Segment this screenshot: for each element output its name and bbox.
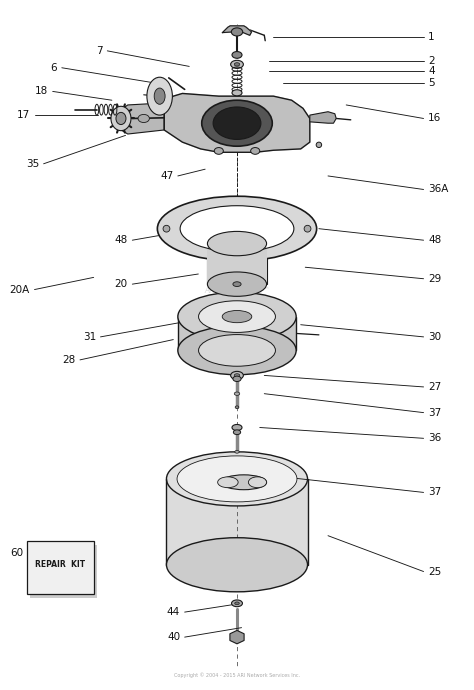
Ellipse shape (234, 63, 240, 66)
Polygon shape (230, 631, 244, 644)
Ellipse shape (251, 148, 260, 155)
Ellipse shape (218, 477, 238, 488)
FancyBboxPatch shape (27, 541, 94, 594)
Text: 37: 37 (428, 408, 441, 417)
Ellipse shape (178, 293, 296, 341)
Ellipse shape (178, 326, 296, 375)
Text: 1: 1 (428, 32, 435, 42)
Text: 25: 25 (428, 566, 441, 577)
Text: REPAIR  KIT: REPAIR KIT (36, 560, 85, 569)
Polygon shape (222, 26, 252, 35)
Ellipse shape (208, 231, 266, 256)
Ellipse shape (304, 226, 311, 232)
Text: 20A: 20A (9, 284, 30, 295)
Ellipse shape (180, 206, 294, 252)
Ellipse shape (231, 371, 243, 380)
Ellipse shape (111, 106, 131, 130)
Ellipse shape (213, 107, 261, 139)
Circle shape (147, 77, 173, 115)
Ellipse shape (138, 115, 149, 123)
Text: 48: 48 (428, 235, 441, 245)
Text: 16: 16 (428, 113, 441, 124)
Text: 31: 31 (82, 332, 96, 342)
Ellipse shape (232, 424, 242, 431)
Text: 36: 36 (428, 433, 441, 443)
Ellipse shape (234, 374, 240, 377)
Text: 47: 47 (160, 171, 173, 181)
Text: 40: 40 (167, 632, 180, 642)
Text: 60: 60 (10, 549, 23, 558)
Ellipse shape (116, 112, 126, 125)
Text: ARI PartStream™: ARI PartStream™ (204, 286, 270, 295)
Ellipse shape (231, 600, 243, 607)
Text: 7: 7 (96, 46, 103, 56)
Polygon shape (310, 112, 336, 124)
Text: 37: 37 (428, 487, 441, 497)
Ellipse shape (214, 148, 223, 155)
Text: 48: 48 (115, 235, 128, 245)
Polygon shape (164, 93, 310, 152)
Text: Copyright © 2004 - 2015 ARI Network Services Inc.: Copyright © 2004 - 2015 ARI Network Serv… (174, 672, 300, 678)
Ellipse shape (202, 100, 272, 146)
Ellipse shape (231, 60, 243, 68)
Ellipse shape (248, 477, 266, 488)
Polygon shape (121, 103, 164, 134)
Ellipse shape (316, 142, 322, 148)
Text: 35: 35 (26, 159, 39, 169)
Ellipse shape (233, 430, 241, 435)
Text: 27: 27 (428, 382, 441, 392)
Ellipse shape (233, 282, 241, 286)
Ellipse shape (235, 406, 239, 408)
Bar (208, 244, 266, 284)
Ellipse shape (231, 28, 243, 36)
Ellipse shape (199, 335, 275, 366)
Text: 20: 20 (115, 279, 128, 289)
Text: 17: 17 (17, 110, 30, 120)
Text: 44: 44 (167, 607, 180, 617)
Text: 28: 28 (62, 355, 75, 365)
Circle shape (154, 88, 165, 104)
Text: 29: 29 (428, 274, 441, 284)
Ellipse shape (177, 456, 297, 502)
Text: 36A: 36A (428, 184, 448, 195)
Text: 18: 18 (35, 86, 48, 97)
Ellipse shape (222, 310, 252, 323)
Bar (29, 545, 97, 598)
Ellipse shape (163, 226, 170, 232)
Text: 5: 5 (428, 78, 435, 88)
Ellipse shape (166, 538, 308, 592)
Ellipse shape (199, 301, 275, 333)
Text: 4: 4 (428, 66, 435, 76)
Text: 6: 6 (51, 63, 57, 72)
Bar (178, 317, 296, 351)
Text: 30: 30 (428, 332, 441, 342)
Ellipse shape (235, 451, 239, 453)
Ellipse shape (234, 392, 240, 395)
Ellipse shape (157, 196, 317, 261)
Ellipse shape (166, 452, 308, 506)
Ellipse shape (233, 376, 241, 382)
Text: 2: 2 (428, 56, 435, 66)
Ellipse shape (232, 90, 242, 96)
Ellipse shape (235, 602, 239, 604)
Bar (166, 479, 308, 564)
Ellipse shape (232, 52, 242, 58)
Ellipse shape (208, 272, 266, 296)
Ellipse shape (221, 475, 266, 490)
